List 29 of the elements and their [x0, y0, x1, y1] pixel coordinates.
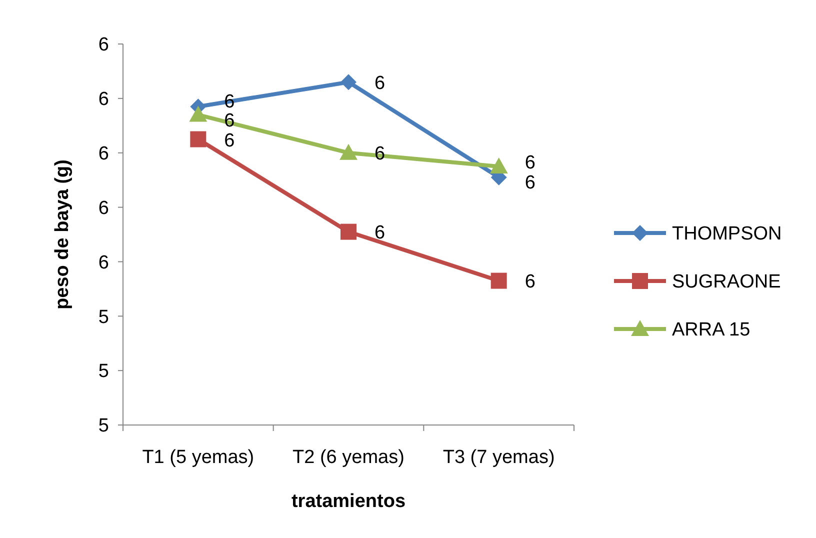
point — [490, 157, 508, 174]
y-tick-label: 5 — [98, 306, 109, 328]
y-axis-title: peso de baya (g) — [52, 160, 73, 310]
y-tick-label: 6 — [98, 34, 109, 56]
x-tick-label: T1 (5 yemas) — [142, 447, 254, 468]
y-tick-label: 5 — [98, 416, 109, 437]
legend-label: ARRA 15 — [672, 320, 750, 341]
data-label: 6 — [374, 222, 386, 244]
point — [340, 74, 356, 90]
data-label: 6 — [524, 152, 536, 174]
data-label: 6 — [524, 172, 536, 194]
point — [490, 272, 507, 289]
point — [340, 224, 356, 240]
point — [189, 106, 208, 122]
x-tick-label: T2 (6 yemas) — [292, 447, 404, 468]
x-tick-label: T3 (7 yemas) — [442, 447, 555, 468]
data-label: 6 — [224, 130, 235, 152]
data-label: 6 — [374, 72, 386, 94]
y-tick-label: 6 — [98, 198, 109, 219]
x-axis-title: tratamientos — [291, 491, 406, 512]
y-tick-label: 6 — [98, 144, 109, 165]
legend-label: THOMPSON — [672, 224, 782, 245]
point — [340, 144, 358, 160]
y-tick-label: 6 — [98, 89, 109, 110]
legend-label: SUGRAONE — [672, 272, 781, 293]
y-tick-label: 6 — [98, 252, 109, 274]
y-tick-label: 5 — [98, 361, 109, 382]
data-label: 6 — [524, 271, 536, 292]
point — [190, 131, 206, 148]
